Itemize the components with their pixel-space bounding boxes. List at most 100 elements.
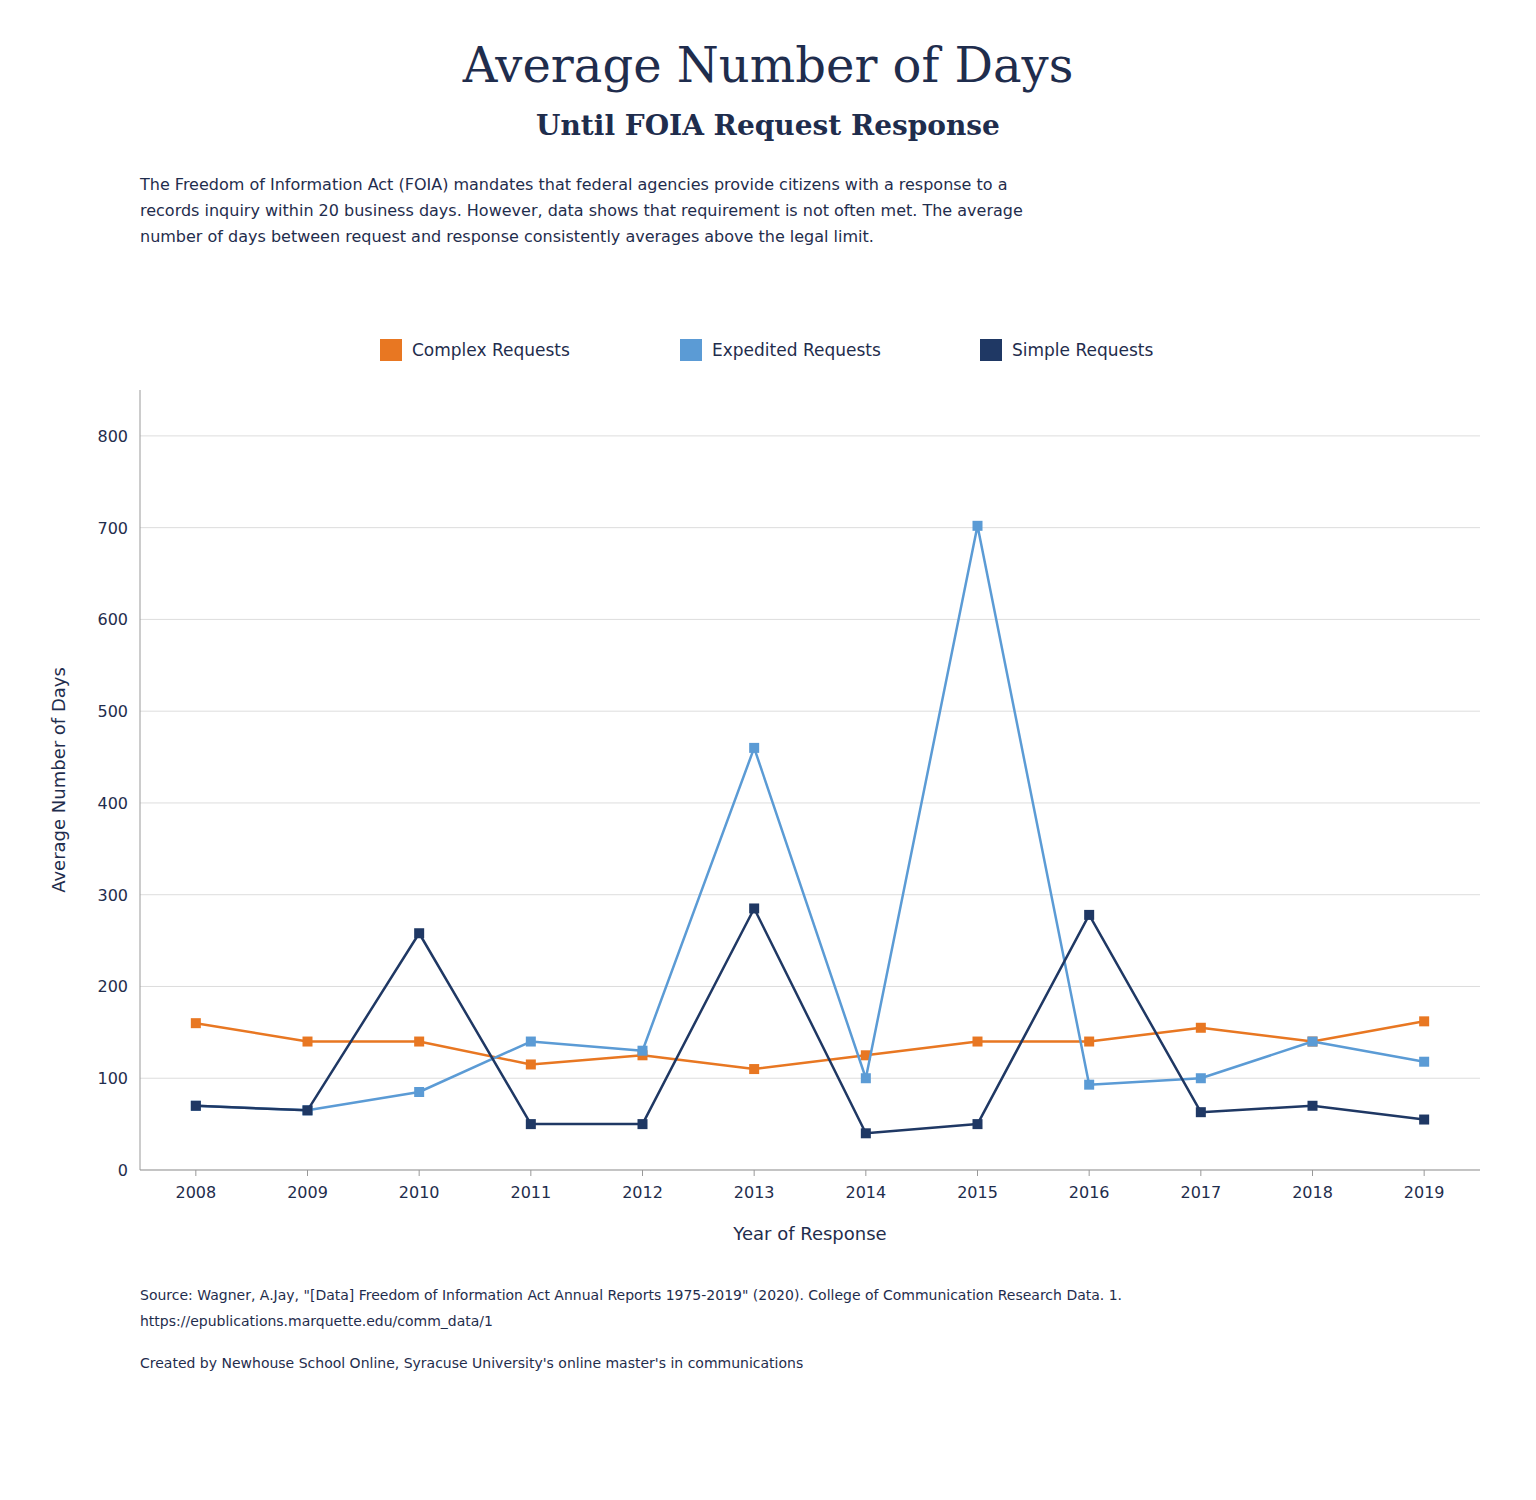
- legend-swatch: [380, 339, 402, 361]
- x-tick: [1424, 1170, 1425, 1176]
- source: Source: Wagner, A.Jay, "[Data] Freedom o…: [140, 1287, 1122, 1303]
- x-tick: [1312, 1170, 1313, 1176]
- description-line: The Freedom of Information Act (FOIA) ma…: [139, 175, 1008, 194]
- point: [1308, 1037, 1318, 1047]
- x-tick-label: 2014: [845, 1183, 886, 1202]
- x-tick-label: 2010: [399, 1183, 440, 1202]
- x-tick: [530, 1170, 531, 1176]
- point: [1419, 1057, 1429, 1067]
- y-tick-label: 800: [97, 427, 128, 446]
- legend-swatch: [980, 339, 1002, 361]
- x-tick-label: 2016: [1069, 1183, 1110, 1202]
- point: [414, 1037, 424, 1047]
- credit: Created by Newhouse School Online, Syrac…: [140, 1355, 803, 1371]
- point: [191, 1101, 201, 1111]
- y-tick-label: 100: [97, 1069, 128, 1088]
- y-tick-label: 500: [97, 702, 128, 721]
- x-tick: [642, 1170, 643, 1176]
- point: [749, 1064, 759, 1074]
- marks: [191, 521, 1429, 1138]
- point: [526, 1059, 536, 1069]
- x-tick-label: 2009: [287, 1183, 328, 1202]
- point: [303, 1105, 313, 1115]
- grid-line: [140, 1078, 1480, 1079]
- point: [1308, 1037, 1318, 1047]
- legend: Complex Requests Expedited Requests Simple…: [380, 339, 1154, 361]
- x-tick: [195, 1170, 196, 1176]
- point: [191, 1018, 201, 1028]
- series-line: [196, 1021, 1424, 1069]
- legend-label: Complex Requests: [412, 340, 570, 360]
- point: [414, 1087, 424, 1097]
- grid-line: [140, 894, 1480, 895]
- grid-line: [140, 711, 1480, 712]
- point: [1084, 910, 1094, 920]
- point: [973, 1037, 983, 1047]
- y-tick-label: 400: [97, 794, 128, 813]
- point: [1196, 1023, 1206, 1033]
- x-tick-label: 2011: [510, 1183, 551, 1202]
- point: [973, 1119, 983, 1129]
- x-tick-label: 2012: [622, 1183, 663, 1202]
- description-line: records inquiry within 20 business days.…: [140, 201, 1023, 220]
- title: Average Number of Days: [462, 37, 1074, 93]
- y-tick-label: 600: [97, 610, 128, 629]
- y-axis-label: Average Number of Days: [48, 667, 69, 893]
- grid-line: [140, 986, 1480, 987]
- point: [638, 1119, 648, 1129]
- point: [861, 1128, 871, 1138]
- grid-line: [140, 1170, 1480, 1171]
- y-tick-label: 700: [97, 519, 128, 538]
- legend-label: Simple Requests: [1012, 340, 1154, 360]
- subtitle: Until FOIA Request Response: [536, 109, 1000, 142]
- point: [1308, 1101, 1318, 1111]
- x-tick-label: 2019: [1404, 1183, 1445, 1202]
- grid-line: [140, 435, 1480, 436]
- grid-line: [140, 527, 1480, 528]
- x-tick: [307, 1170, 308, 1176]
- point: [526, 1119, 536, 1129]
- x-tick-label: 2018: [1292, 1183, 1333, 1202]
- point: [303, 1037, 313, 1047]
- description-line: number of days between request and respo…: [140, 227, 874, 246]
- series-line: [196, 908, 1424, 1133]
- x-tick-label: 2013: [734, 1183, 775, 1202]
- point: [1196, 1107, 1206, 1117]
- x-tick-label: 2008: [175, 1183, 216, 1202]
- x-tick: [865, 1170, 866, 1176]
- legend-swatch: [680, 339, 702, 361]
- x-tick-label: 2015: [957, 1183, 998, 1202]
- grid-line: [140, 802, 1480, 803]
- chart: Average Number of Days Until FOIA Request…: [0, 0, 1536, 1500]
- y-tick-label: 0: [118, 1161, 128, 1180]
- description: The Freedom of Information Act (FOIA) ma…: [139, 175, 1023, 246]
- point: [1419, 1115, 1429, 1125]
- point: [1196, 1073, 1206, 1083]
- y-tick-label: 300: [97, 886, 128, 905]
- point: [303, 1105, 313, 1115]
- x-tick: [754, 1170, 755, 1176]
- x-axis-line: [140, 1170, 1480, 1171]
- point: [638, 1046, 648, 1056]
- x-tick: [1089, 1170, 1090, 1176]
- x-tick-label: 2017: [1180, 1183, 1221, 1202]
- point: [1419, 1016, 1429, 1026]
- x-tick: [1200, 1170, 1201, 1176]
- point: [749, 743, 759, 753]
- source-url: https://epublications.marquette.edu/comm…: [140, 1313, 493, 1329]
- point: [1084, 1037, 1094, 1047]
- point: [861, 1073, 871, 1083]
- y-tick-label: 200: [97, 977, 128, 996]
- point: [1084, 1080, 1094, 1090]
- point: [414, 928, 424, 938]
- grid-line: [140, 619, 1480, 620]
- point: [526, 1037, 536, 1047]
- point: [749, 903, 759, 913]
- point: [973, 521, 983, 531]
- y-axis-line: [140, 390, 141, 1170]
- x-tick: [419, 1170, 420, 1176]
- point: [191, 1101, 201, 1111]
- x-tick: [977, 1170, 978, 1176]
- x-axis-label: Year of Response: [732, 1223, 886, 1244]
- legend-label: Expedited Requests: [712, 340, 881, 360]
